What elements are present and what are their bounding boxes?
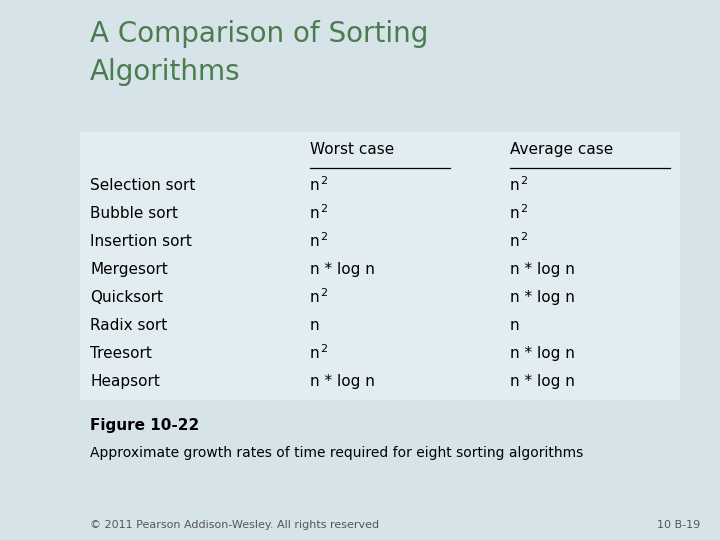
Text: n * log n: n * log n: [310, 374, 375, 389]
Text: 10 B-19: 10 B-19: [657, 520, 700, 530]
Text: 2: 2: [320, 344, 327, 354]
Text: n: n: [310, 318, 320, 333]
Text: 2: 2: [320, 204, 327, 214]
Text: Average case: Average case: [510, 142, 613, 157]
Text: Quicksort: Quicksort: [90, 290, 163, 305]
Bar: [80, 132, 680, 400]
Text: n * log n: n * log n: [510, 290, 575, 305]
Text: 2: 2: [520, 204, 527, 214]
Text: n * log n: n * log n: [510, 374, 575, 389]
Text: n * log n: n * log n: [310, 262, 375, 277]
Text: Heapsort: Heapsort: [90, 374, 160, 389]
Text: Figure 10-22: Figure 10-22: [90, 418, 199, 433]
Text: Mergesort: Mergesort: [90, 262, 168, 277]
Text: n: n: [310, 206, 320, 221]
Text: Bubble sort: Bubble sort: [90, 206, 178, 221]
Text: 2: 2: [320, 176, 327, 186]
Text: n * log n: n * log n: [510, 262, 575, 277]
Text: 2: 2: [320, 288, 327, 298]
Text: n: n: [510, 318, 520, 333]
Text: n: n: [310, 234, 320, 249]
Text: Treesort: Treesort: [90, 346, 152, 361]
Text: Selection sort: Selection sort: [90, 178, 195, 193]
Text: Approximate growth rates of time required for eight sorting algorithms: Approximate growth rates of time require…: [90, 446, 583, 460]
Text: n: n: [310, 290, 320, 305]
Text: n: n: [510, 206, 520, 221]
Text: 2: 2: [320, 232, 327, 242]
Text: 2: 2: [520, 232, 527, 242]
Text: Insertion sort: Insertion sort: [90, 234, 192, 249]
Text: n: n: [310, 346, 320, 361]
Text: Worst case: Worst case: [310, 142, 395, 157]
Text: 2: 2: [520, 176, 527, 186]
Text: n * log n: n * log n: [510, 346, 575, 361]
Text: Radix sort: Radix sort: [90, 318, 167, 333]
Text: n: n: [510, 234, 520, 249]
Text: Algorithms: Algorithms: [90, 58, 240, 86]
Text: A Comparison of Sorting: A Comparison of Sorting: [90, 20, 428, 48]
Text: © 2011 Pearson Addison-Wesley. All rights reserved: © 2011 Pearson Addison-Wesley. All right…: [90, 520, 379, 530]
Text: n: n: [510, 178, 520, 193]
Text: n: n: [310, 178, 320, 193]
